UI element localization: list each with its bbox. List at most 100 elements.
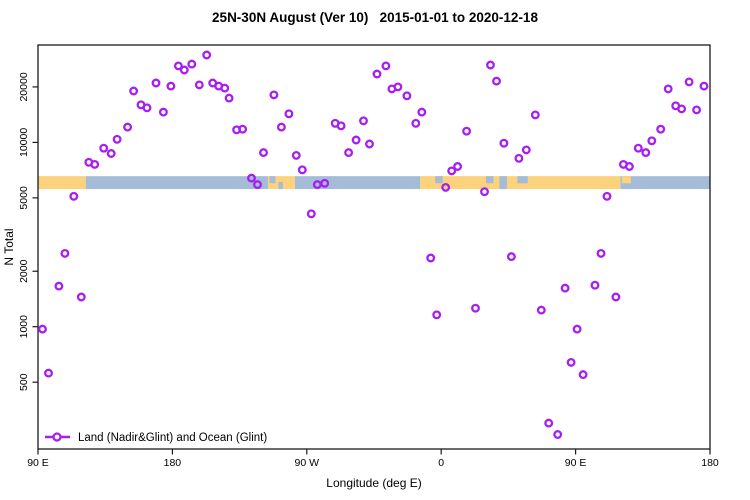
scatter-point [462, 126, 472, 136]
scatter-point [224, 93, 234, 103]
data-points [38, 50, 709, 439]
scatter-point [359, 116, 368, 126]
scatter-point [336, 121, 346, 131]
scatter-point [187, 59, 197, 69]
scatter-point [129, 86, 139, 96]
scatter-point [253, 180, 262, 190]
scatter-point [365, 139, 374, 149]
scatter-point [284, 109, 294, 119]
scatter-point [684, 77, 694, 87]
scatter-point [417, 107, 427, 117]
scatter-point [306, 209, 316, 219]
band-segment-ocean [620, 176, 710, 190]
scatter-point [677, 104, 687, 114]
band-segment-ocean [85, 176, 268, 190]
legend-label: Land (Nadir&Glint) and Ocean (Glint) [78, 432, 267, 444]
scatter-point [276, 122, 286, 132]
scatter-point [506, 252, 516, 262]
scatter-point [220, 83, 230, 93]
scatter-point [499, 138, 509, 148]
band-speck-land [621, 176, 631, 184]
scatter-point [269, 90, 279, 100]
band-speck-ocean [486, 176, 494, 184]
scatter-point [381, 61, 391, 71]
x-tick-label: 180 [701, 457, 719, 469]
scatter-point [553, 430, 563, 439]
scatter-point [536, 305, 546, 315]
axis-labels: 90 E 180 90 W 0 90 E 180 500 1000 2000 5000 10000 2… [2, 72, 719, 490]
scatter-point [633, 143, 643, 153]
y-tick-label: 10000 [18, 128, 30, 157]
scatter-point [699, 81, 709, 91]
band-speck-ocean [278, 181, 283, 190]
scatter-point [566, 357, 576, 367]
scatter-point [432, 310, 442, 320]
scatter-point [453, 162, 463, 171]
scatter-point [142, 103, 152, 113]
scatter-point [471, 303, 480, 313]
chart-title: 25N-30N August (Ver 10) 2015-01-01 to 20… [212, 10, 538, 25]
scatter-point [106, 149, 116, 158]
scatter-point [560, 283, 570, 293]
scatter-point [90, 159, 100, 169]
scatter-point [247, 173, 256, 183]
band-speck-ocean [499, 176, 507, 190]
scatter-point [647, 136, 657, 146]
scatter-point [514, 153, 524, 163]
plot-frame [37, 44, 711, 450]
axis-ticks [32, 86, 711, 455]
x-tick-label: 180 [164, 457, 182, 469]
scatter-point [521, 145, 531, 155]
scatter-point [624, 162, 634, 171]
scatter-point [572, 324, 582, 334]
scatter-point [426, 253, 436, 263]
scatter-point [151, 78, 161, 88]
scatter-point [60, 248, 70, 258]
scatter-point [166, 81, 176, 91]
scatter-point [69, 191, 79, 201]
scatter-point [351, 135, 361, 145]
scatter-point [530, 110, 540, 120]
x-tick-label: 0 [438, 457, 444, 469]
x-tick-label: 90 E [565, 457, 587, 469]
scatter-point [194, 80, 204, 90]
y-tick-label: 2000 [18, 259, 30, 283]
band-segment-land [38, 176, 86, 190]
scatter-point [663, 84, 673, 94]
scatter-point [99, 143, 109, 153]
y-axis-title: N Total [2, 228, 16, 265]
scatter-point [486, 60, 495, 70]
scatter-point [173, 61, 183, 71]
scatter-point [602, 191, 612, 201]
band-speck-ocean [435, 176, 443, 184]
scatter-point [297, 165, 307, 175]
scatter-point [259, 148, 268, 158]
scatter-point [447, 166, 457, 176]
scatter-point [291, 150, 301, 160]
scatter-point [641, 148, 651, 158]
scatter-point [112, 134, 122, 144]
scatter-point [544, 418, 554, 428]
scatter-point [158, 107, 168, 117]
scatter-point [202, 50, 212, 60]
scatter-point [44, 368, 53, 378]
scatter-point [596, 248, 606, 258]
legend: Land (Nadir&Glint) and Ocean (Glint) [45, 432, 267, 444]
scatter-point [590, 280, 600, 290]
scatter-point [123, 122, 133, 132]
scatter-point [402, 91, 412, 101]
scatter-point [344, 148, 354, 158]
scatter-point [656, 124, 666, 134]
y-tick-label: 20000 [18, 72, 30, 101]
scatter-point [611, 292, 621, 302]
scatter-point [492, 76, 501, 86]
scatter-point [441, 182, 451, 192]
band-speck-ocean [269, 176, 276, 184]
scatter-point [38, 324, 47, 334]
scatter-point [320, 178, 330, 188]
x-tick-label: 90 E [27, 457, 49, 469]
scatter-point [372, 69, 382, 79]
scatter-point [480, 187, 489, 197]
